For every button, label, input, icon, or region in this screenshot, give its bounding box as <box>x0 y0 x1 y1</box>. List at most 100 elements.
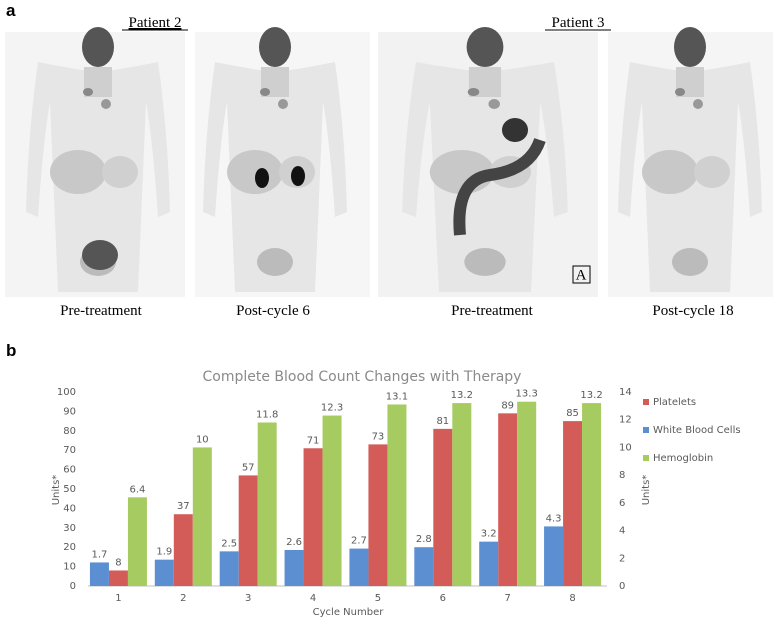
y-tick-label: 0 <box>70 581 76 592</box>
x-tick-label: 7 <box>505 593 511 604</box>
x-axis-title: Cycle Number <box>313 607 385 618</box>
value-label: 2.5 <box>221 538 237 549</box>
value-label: 81 <box>436 416 449 427</box>
pet-image <box>608 27 773 297</box>
bar <box>563 421 583 586</box>
y2-axis-title: Units* <box>641 475 652 506</box>
bar <box>173 514 193 586</box>
legend-label: White Blood Cells <box>653 425 741 436</box>
patient-label: Patient 3 <box>552 15 605 31</box>
panel-label: b <box>6 341 16 360</box>
x-tick-label: 8 <box>569 593 575 604</box>
legend-swatch <box>643 399 649 405</box>
value-label: 8 <box>115 557 121 568</box>
y-axis-title: Units* <box>51 475 62 506</box>
value-label: 57 <box>242 462 255 473</box>
bar <box>349 548 369 586</box>
y-tick-label: 30 <box>63 523 76 534</box>
y2-tick-label: 0 <box>619 581 625 592</box>
patient-label: Patient 2 <box>129 15 182 31</box>
bar <box>257 422 277 586</box>
bar <box>108 570 128 586</box>
bar <box>479 541 499 586</box>
image-caption: Pre-treatment <box>60 303 142 319</box>
bar <box>498 413 518 586</box>
legend-swatch <box>643 427 649 433</box>
y-tick-label: 60 <box>63 465 76 476</box>
bar <box>192 447 212 586</box>
value-label: 71 <box>307 435 320 446</box>
y-tick-label: 40 <box>63 503 76 514</box>
bar <box>414 547 434 586</box>
x-tick-label: 4 <box>310 593 316 604</box>
bar <box>582 403 602 586</box>
y2-tick-label: 6 <box>619 498 625 509</box>
value-label: 89 <box>501 400 514 411</box>
y-tick-label: 10 <box>63 562 76 573</box>
pet-image: A <box>378 27 598 297</box>
value-label: 13.2 <box>580 390 602 401</box>
bar <box>284 549 304 586</box>
x-tick-label: 3 <box>245 593 251 604</box>
bar <box>303 448 323 586</box>
x-tick-label: 5 <box>375 593 381 604</box>
value-label: 37 <box>177 501 190 512</box>
y-tick-label: 100 <box>57 387 76 398</box>
y2-tick-label: 8 <box>619 470 625 481</box>
y-tick-label: 70 <box>63 445 76 456</box>
image-marker: A <box>576 267 587 283</box>
bar <box>368 444 388 586</box>
value-label: 85 <box>566 408 579 419</box>
bar <box>154 559 174 586</box>
chart: Complete Blood Count Changes with Therap… <box>51 369 741 618</box>
legend-label: Hemoglobin <box>653 453 713 464</box>
value-label: 11.8 <box>256 409 278 420</box>
image-caption: Post-cycle 6 <box>236 303 310 319</box>
y-tick-label: 20 <box>63 542 76 553</box>
y-tick-label: 50 <box>63 484 76 495</box>
bar <box>89 562 109 586</box>
bar <box>544 526 564 586</box>
value-label: 2.7 <box>351 536 367 547</box>
x-tick-label: 2 <box>180 593 186 604</box>
y2-tick-label: 12 <box>619 415 632 426</box>
y2-tick-label: 14 <box>619 387 632 398</box>
y2-tick-label: 4 <box>619 526 625 537</box>
legend-label: Platelets <box>653 397 696 408</box>
y-tick-label: 90 <box>63 406 76 417</box>
pet-image <box>195 27 370 297</box>
image-caption: Post-cycle 18 <box>652 303 733 319</box>
value-label: 3.2 <box>481 529 497 540</box>
value-label: 13.2 <box>451 390 473 401</box>
value-label: 2.6 <box>286 537 302 548</box>
panel-label: a <box>6 1 16 20</box>
bar <box>219 551 239 586</box>
value-label: 6.4 <box>129 484 145 495</box>
value-label: 1.9 <box>156 547 172 558</box>
value-label: 13.1 <box>386 391 408 402</box>
image-caption: Pre-treatment <box>451 303 533 319</box>
bar <box>517 401 537 586</box>
x-tick-label: 1 <box>115 593 121 604</box>
y2-tick-label: 2 <box>619 553 625 564</box>
bar <box>238 475 258 586</box>
x-tick-label: 6 <box>440 593 446 604</box>
value-label: 10 <box>196 434 209 445</box>
y2-tick-label: 10 <box>619 442 632 453</box>
chart-title: Complete Blood Count Changes with Therap… <box>203 369 522 385</box>
bar <box>452 403 472 586</box>
value-label: 12.3 <box>321 403 343 414</box>
value-label: 73 <box>372 431 385 442</box>
y-tick-label: 80 <box>63 426 76 437</box>
pet-image <box>5 27 185 297</box>
value-label: 1.7 <box>91 549 107 560</box>
value-label: 2.8 <box>416 534 432 545</box>
legend-swatch <box>643 455 649 461</box>
bar <box>433 428 453 586</box>
bar <box>387 404 407 586</box>
value-label: 4.3 <box>546 513 562 524</box>
bar <box>127 497 147 586</box>
value-label: 13.3 <box>516 389 538 400</box>
bar <box>322 415 342 586</box>
